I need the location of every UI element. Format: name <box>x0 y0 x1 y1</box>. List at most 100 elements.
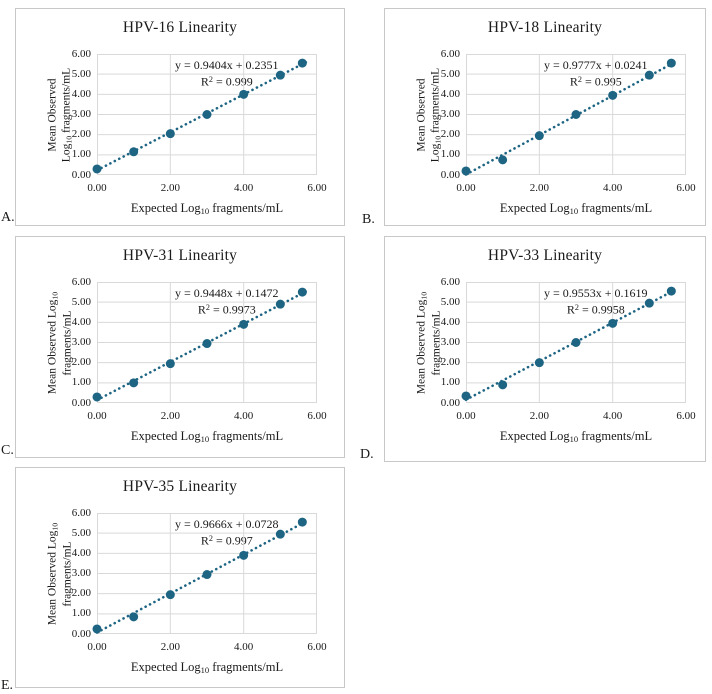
data-point <box>297 517 307 527</box>
x-tick-label: 2.00 <box>160 410 180 422</box>
equation-text: y = 0.9553x + 0.1619 <box>544 286 648 300</box>
plot-border <box>97 54 317 175</box>
panel-a: HPV-16 Linearity 0.00 1.00 2.00 3.00 4.00 5.00… <box>15 8 345 226</box>
equation-text: y = 0.9448x + 0.1472 <box>175 286 279 300</box>
y-tick-label: 5.00 <box>440 295 460 308</box>
data-point <box>165 359 175 369</box>
x-axis-label: Expected Log10 fragments/mL <box>97 660 317 675</box>
equation-text: y = 0.9666x + 0.0728 <box>175 517 279 531</box>
text-segment: Mean Observed Log <box>46 530 59 625</box>
trendline <box>464 60 677 176</box>
panel-c: HPV-31 Linearity 0.00 1.00 2.00 3.00 4.00 5.00… <box>15 236 345 458</box>
subscript: 10 <box>419 291 429 300</box>
subscript: 10 <box>200 665 210 676</box>
x-tick-label: 0.00 <box>456 182 476 194</box>
text-segment: Mean Observed Log <box>415 299 428 394</box>
data-point <box>165 129 175 139</box>
text-segment: Log <box>429 143 442 162</box>
panel-letter-c: C. <box>1 443 14 458</box>
y-tick-label: 5.00 <box>71 526 91 539</box>
text-segment: Expected Log <box>130 660 201 674</box>
text-segment: fragments/mL <box>429 67 442 136</box>
chart-title: HPV-31 Linearity <box>122 247 238 264</box>
y-axis-label: Mean Observed Log10 fragments/mL <box>47 522 76 624</box>
y-tick-label: 4.00 <box>71 315 91 328</box>
y-axis-label-line: Mean Observed Log10 <box>416 291 431 393</box>
y-tick-label: 6.00 <box>440 275 460 288</box>
text-segment: R <box>566 302 575 317</box>
x-axis-label: Expected Log10 fragments/mL <box>466 201 686 216</box>
data-point <box>239 319 249 329</box>
data-point <box>498 380 508 390</box>
x-tick-label: 4.00 <box>234 410 254 422</box>
data-point <box>666 286 676 296</box>
plot-area <box>461 282 686 403</box>
data-point <box>666 58 676 68</box>
y-tick-label: 1.00 <box>440 376 460 389</box>
x-tick-label: 0.00 <box>87 182 107 194</box>
data-point <box>571 338 581 347</box>
y-tick-label: 1.00 <box>71 607 91 620</box>
y-axis-label-line: fragments/mL <box>62 522 76 624</box>
subscript: 10 <box>200 434 210 445</box>
x-tick-label: 4.00 <box>603 182 623 194</box>
text-segment: Expected Log <box>130 201 201 215</box>
data-point <box>275 299 285 309</box>
data-point <box>239 550 249 560</box>
y-tick-label: 6.00 <box>71 47 91 60</box>
data-point <box>92 392 102 402</box>
x-tick-label: 2.00 <box>529 182 549 194</box>
y-tick-label: 6.00 <box>440 47 460 60</box>
y-axis-label: Mean Observed Log10 fragments/mL <box>47 291 76 393</box>
y-tick-label: 5.00 <box>71 295 91 308</box>
y-tick-label: 2.00 <box>440 128 460 141</box>
y-tick-label: 1.00 <box>71 148 91 161</box>
y-axis-label-line: Mean Observed <box>416 67 430 161</box>
data-point <box>461 166 471 176</box>
data-point <box>202 110 212 119</box>
data-point <box>498 155 508 165</box>
panel-d: HPV-33 Linearity 0.00 1.00 2.00 3.00 4.00 5.00… <box>384 236 706 462</box>
x-tick-label: 2.00 <box>160 182 180 194</box>
trendline <box>95 520 308 634</box>
text-segment: fragments/mL <box>209 429 284 443</box>
y-axis-label-line: Mean Observed Log10 <box>47 522 62 624</box>
text-segment: Expected Log <box>499 201 570 215</box>
plot-border <box>97 282 317 403</box>
panel-letter-e: E. <box>1 678 14 693</box>
y-tick-label: 2.00 <box>71 587 91 600</box>
data-point <box>92 164 102 174</box>
data-point <box>202 339 212 349</box>
plot-border <box>466 54 686 175</box>
subscript: 10 <box>50 522 60 531</box>
x-tick-label: 0.00 <box>456 410 476 422</box>
text-segment: fragments/mL <box>578 429 653 443</box>
text-segment: Mean Observed Log <box>46 299 59 394</box>
data-point <box>461 391 471 401</box>
x-tick-label: 6.00 <box>307 182 327 194</box>
y-axis-label-line: Log10 fragments/mL <box>60 67 75 161</box>
text-segment: fragments/mL <box>61 540 74 607</box>
data-point <box>239 89 249 99</box>
plot-border <box>97 513 317 634</box>
superscript: 2 <box>577 74 582 84</box>
y-tick-label: 0.00 <box>71 396 91 409</box>
subscript: 10 <box>432 135 442 144</box>
y-tick-label: 5.00 <box>71 67 91 80</box>
y-tick-label: 2.00 <box>71 356 91 369</box>
text-segment: fragments/mL <box>430 309 443 376</box>
chart-title: HPV-18 Linearity <box>487 19 603 36</box>
data-point <box>644 70 654 80</box>
trendline <box>95 290 308 402</box>
y-tick-label: 4.00 <box>71 87 91 100</box>
data-point <box>534 358 544 368</box>
y-axis-label-line: fragments/mL <box>431 291 445 393</box>
plot-area <box>92 54 317 175</box>
x-tick-label: 4.00 <box>603 410 623 422</box>
text-segment: fragments/mL <box>209 201 284 215</box>
subscript: 10 <box>63 135 73 144</box>
plot-area <box>92 513 317 634</box>
r-squared-text: R2 = 0.9958 <box>544 301 648 317</box>
y-tick-label: 3.00 <box>71 108 91 120</box>
trendline <box>95 60 308 172</box>
